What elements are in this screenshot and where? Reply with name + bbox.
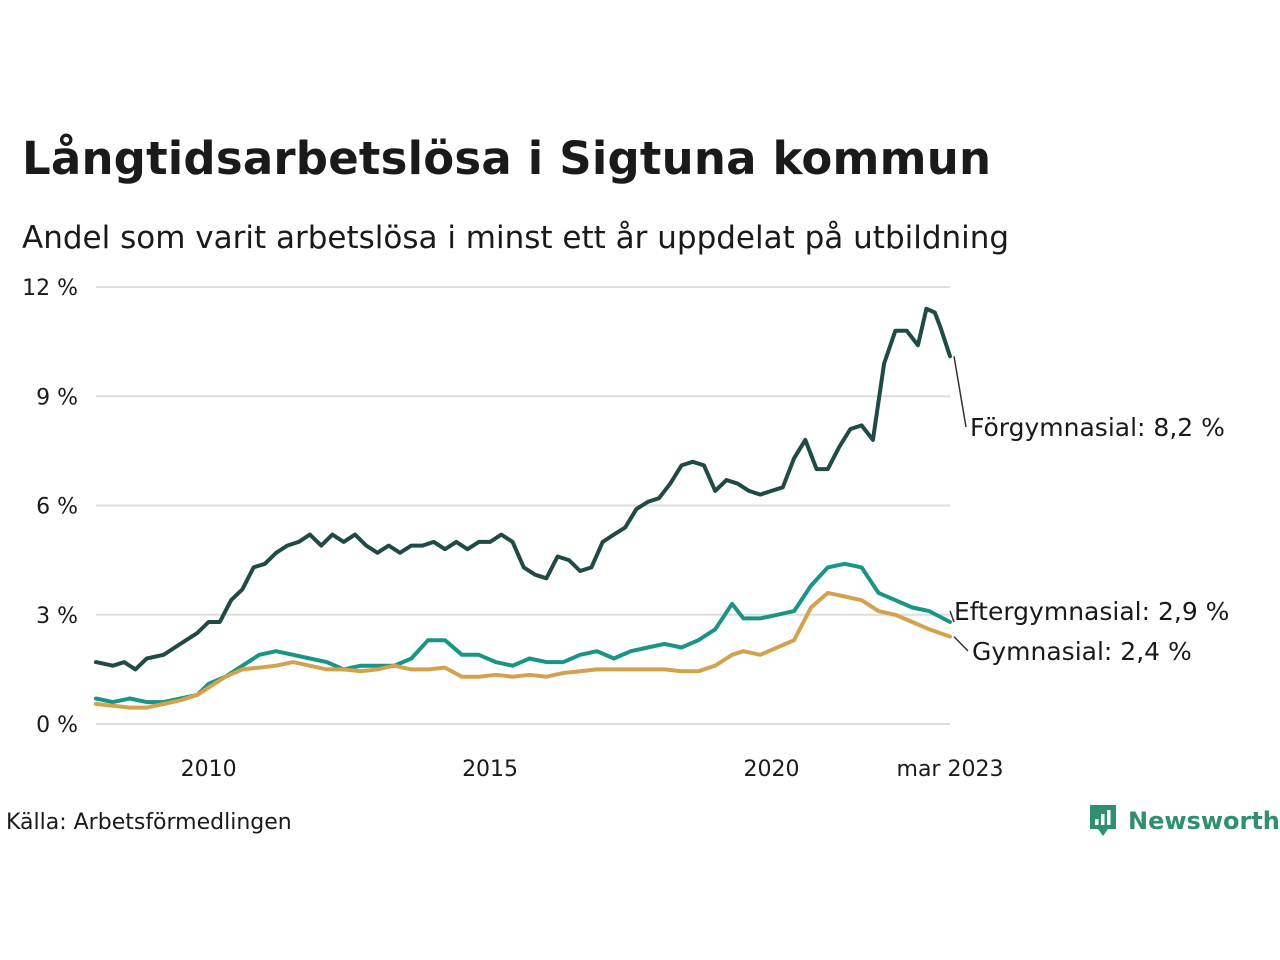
source-note: Källa: Arbetsförmedlingen [6, 810, 292, 835]
y-tick-label: 6 % [36, 495, 78, 520]
x-tick-label: 2010 [181, 757, 237, 782]
y-tick-label: 3 % [36, 604, 78, 629]
series-label-eftergymnasial: Eftergymnasial: 2,9 % [954, 597, 1229, 626]
brand-logo[interactable]: Newsworthy [1088, 803, 1280, 839]
chart-title: Långtidsarbetslösa i Sigtuna kommun [22, 132, 992, 185]
series-line-eftergymnasial [94, 561, 952, 705]
x-tick-label: 2015 [462, 757, 518, 782]
series-lines [94, 306, 952, 710]
label-leader [949, 610, 955, 623]
series-labels: Förgymnasial: 8,2 % Eftergymnasial: 2,9 %… [949, 356, 1229, 666]
label-leader [953, 636, 969, 652]
x-tick-label: mar 2023 [897, 757, 1004, 782]
y-tick-label: 0 % [36, 713, 78, 738]
y-axis: 0 % 3 % 6 % 9 % 12 % [22, 276, 78, 738]
newsworthy-logo-icon [1090, 805, 1116, 836]
x-axis: 2010 2015 2020 mar 2023 [181, 757, 1004, 782]
y-tick-label: 9 % [36, 385, 78, 410]
label-leader [953, 356, 967, 428]
y-tick-label: 12 % [22, 276, 78, 301]
chart-subtitle: Andel som varit arbetslösa i minst ett å… [22, 220, 1010, 256]
x-tick-label: 2020 [744, 757, 800, 782]
series-line-gymnasial [94, 590, 952, 710]
series-label-gymnasial: Gymnasial: 2,4 % [972, 637, 1192, 666]
brand-name: Newsworthy [1128, 807, 1280, 835]
gridlines [96, 286, 950, 725]
series-label-förgymnasial: Förgymnasial: 8,2 % [970, 413, 1225, 442]
series-line-förgymnasial [94, 306, 952, 672]
